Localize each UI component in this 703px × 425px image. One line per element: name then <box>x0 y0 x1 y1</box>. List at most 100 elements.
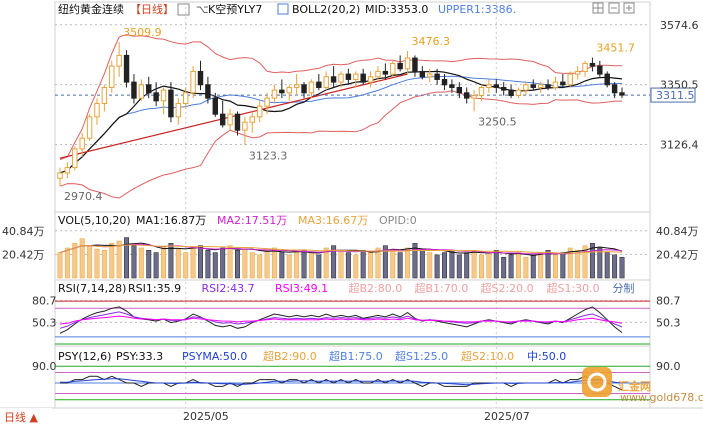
rsi-tick-right: 80.7 <box>656 295 681 308</box>
candle-body <box>86 116 93 139</box>
candle-body <box>256 105 263 118</box>
candle-body <box>212 97 219 115</box>
boll-lower-line <box>59 90 622 199</box>
volume-bar <box>190 247 196 279</box>
volume-bar <box>64 247 70 279</box>
plus-icon[interactable] <box>623 2 635 14</box>
psy-legend-item: 超B1:75.0 <box>329 349 383 363</box>
candle-body <box>367 76 374 83</box>
current-price-label: 3311.5 <box>656 89 695 102</box>
volume-bar <box>183 252 189 279</box>
volume-bar <box>368 252 374 279</box>
period-button-bg[interactable] <box>0 408 52 425</box>
signal-icon: ⌥ <box>196 3 209 16</box>
candle-body <box>109 65 115 88</box>
volume-bar <box>456 254 462 279</box>
candle-body <box>537 84 544 88</box>
candle-body <box>597 65 603 75</box>
volume-bar <box>375 247 381 279</box>
candle-body <box>264 97 270 107</box>
volume-bar <box>79 238 85 279</box>
candle-body <box>434 73 440 80</box>
volume-bar <box>87 245 93 279</box>
watermark: 汇金网 www.gold678.com <box>582 367 703 404</box>
volume-bar <box>264 250 270 279</box>
volume-bar <box>508 254 514 279</box>
boll-mid-line <box>59 75 623 174</box>
vol-tick-right: 40.84万 <box>656 225 699 238</box>
x-tick-jul: 2025/07 <box>484 410 530 423</box>
candle-body <box>500 86 507 91</box>
candle-body <box>471 94 477 99</box>
volume-bar <box>397 252 403 279</box>
volume-bar <box>279 252 285 279</box>
candle-body <box>293 84 300 88</box>
volume-bar <box>345 252 351 279</box>
volume-bar <box>249 252 255 279</box>
toolbar <box>592 2 635 14</box>
rsi-series-line <box>59 311 623 329</box>
candle-body <box>493 84 500 88</box>
rsi-legend-item: 分制 <box>613 282 635 295</box>
psy-tick-left: 90.0 <box>32 360 57 373</box>
period-label[interactable]: 【日线】 <box>130 2 174 16</box>
candle-body <box>330 76 337 83</box>
candle-body <box>345 73 352 80</box>
candle-body <box>190 70 196 94</box>
candle-body <box>441 78 448 86</box>
candle-body <box>515 89 522 96</box>
candle-body <box>560 81 566 86</box>
settings-icon[interactable] <box>177 3 190 16</box>
candle-body <box>382 70 389 75</box>
price-annotation: 3451.7 <box>596 42 635 55</box>
candle-body <box>205 84 211 99</box>
volume-bar <box>575 250 581 279</box>
period-button[interactable]: 日线 ▲ <box>4 410 38 424</box>
volume-bar <box>57 252 63 279</box>
candle-body <box>227 113 233 126</box>
candle-body <box>567 73 573 86</box>
candle-body <box>427 73 433 78</box>
rsi-tick-left: 80.7 <box>32 295 57 308</box>
candle-body <box>574 70 581 75</box>
candle-body <box>249 116 255 123</box>
rsi-legend-item: 超B1:70.0 <box>415 281 469 295</box>
candle-body <box>508 89 514 96</box>
volume-bar <box>308 252 314 279</box>
volume-bar <box>552 254 558 279</box>
volume-bar <box>523 256 529 279</box>
psy-series-line <box>60 378 623 386</box>
candle-body <box>138 84 145 99</box>
rsi-legend-item: RSI2:43.7 <box>202 282 255 295</box>
volume-bar <box>360 250 366 279</box>
candle-body <box>360 73 366 83</box>
volume-bar <box>353 254 359 279</box>
volume-bar <box>405 247 411 279</box>
volume-bar <box>124 237 130 279</box>
psy-legend-item: 超S2:10.0 <box>461 349 514 363</box>
candle-body <box>64 167 71 174</box>
rsi-tick-left: 50.3 <box>32 316 57 329</box>
vol-tick-left: 40.84万 <box>2 225 45 238</box>
watermark-logo-icon <box>582 367 612 397</box>
price-annotation: 3509.9 <box>123 26 162 39</box>
minus-icon[interactable] <box>608 2 620 14</box>
volume-bar <box>419 250 425 279</box>
boll-icon[interactable] <box>277 3 289 15</box>
price-annotation: 2970.4 <box>64 190 103 203</box>
volume-bar <box>479 254 484 279</box>
candle-body <box>390 62 396 75</box>
volume-bar <box>153 252 159 279</box>
price-axis: 3574.6 3350.5 3126.4 <box>660 19 699 152</box>
watermark-text: 汇金网 <box>618 379 651 393</box>
volume-bar <box>257 254 263 279</box>
volume-bar <box>619 256 625 279</box>
volume-bar <box>501 256 507 279</box>
volume-bar <box>530 254 536 279</box>
header-bar: 纽约黄金连续 【日线】 ⌥ K空预YLY7 BOLL2(20,2) MID:33… <box>58 2 516 16</box>
volume-bar <box>390 250 396 279</box>
candle-body <box>271 89 278 99</box>
psy-panel: PSY(12,6) PSY:33.3 PSYMA:50.0 超B2:90.0 超B1:7… <box>32 349 681 401</box>
rsi-legend-item: 超S1:30.0 <box>547 281 600 295</box>
volume-bar <box>235 250 240 279</box>
